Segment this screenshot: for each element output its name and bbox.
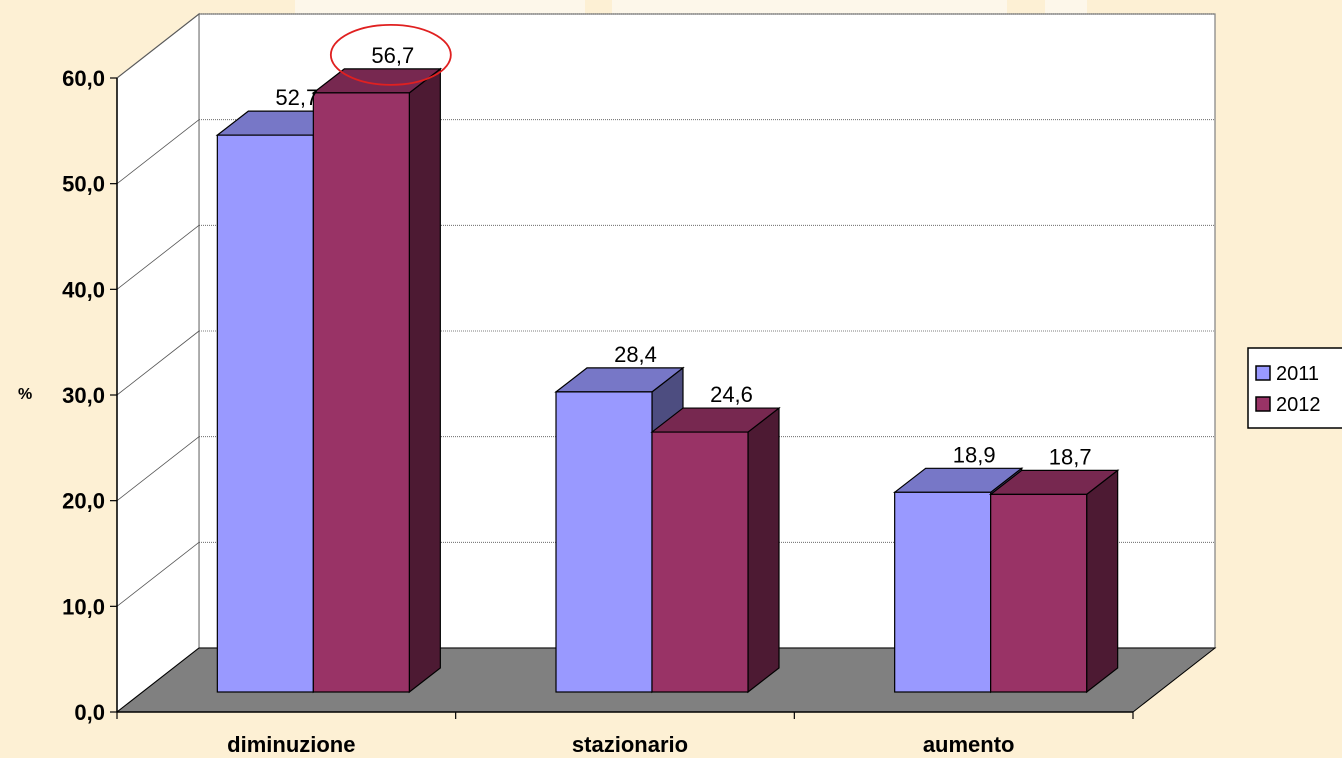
legend-swatch-2011 [1255, 365, 1271, 381]
value-label-2011-stazionario: 28,4 [614, 342, 657, 367]
legend-label-2012: 2012 [1276, 394, 1321, 416]
y-tick-label: 60,0 [62, 66, 105, 91]
category-label-aumento: aumento [923, 732, 1015, 757]
highlight-ellipse [329, 23, 452, 86]
bars [215, 67, 1120, 694]
value-label-2011-diminuzione: 52,7 [275, 85, 318, 110]
y-tick-label: 50,0 [62, 172, 105, 197]
value-label-2012-diminuzione: 56,7 [371, 43, 414, 68]
bar-2012-stazionario [650, 406, 781, 694]
legend-box [1247, 347, 1342, 429]
y-tick-label: 10,0 [62, 594, 105, 619]
category-label-diminuzione: diminuzione [227, 732, 355, 757]
y-tick-label: 30,0 [62, 383, 105, 408]
gridline-side [116, 436, 200, 501]
y-tick-label: 20,0 [62, 489, 105, 514]
legend: 2011 2012 [1247, 347, 1342, 429]
value-label-2012-aumento: 18,7 [1049, 444, 1092, 469]
bar-2012-diminuzione [311, 67, 443, 694]
value-labels: 52,7 56,7 28,4 24,6 18,9 18,7 [275, 23, 1092, 469]
legend-label-2011: 2011 [1276, 363, 1319, 385]
gridline-side [116, 119, 200, 184]
category-label-stazionario: stazionario [572, 732, 688, 757]
y-axis-label: % [18, 386, 32, 403]
gridline-side [116, 225, 200, 290]
gridline-side [116, 13, 200, 79]
bar-2012-aumento [988, 469, 1120, 694]
value-label-2012-stazionario: 24,6 [710, 382, 753, 407]
gridline-side [116, 330, 200, 396]
axes: 0,0 10,0 20,0 30,0 40,0 50,0 60,0 diminuzione st… [62, 66, 1134, 757]
y-tick-label: 0,0 [74, 700, 105, 725]
value-label-2011-aumento: 18,9 [953, 442, 996, 467]
y-tick-label: 40,0 [62, 277, 105, 302]
legend-swatch-2012 [1255, 396, 1271, 412]
gridline-side [116, 542, 200, 607]
